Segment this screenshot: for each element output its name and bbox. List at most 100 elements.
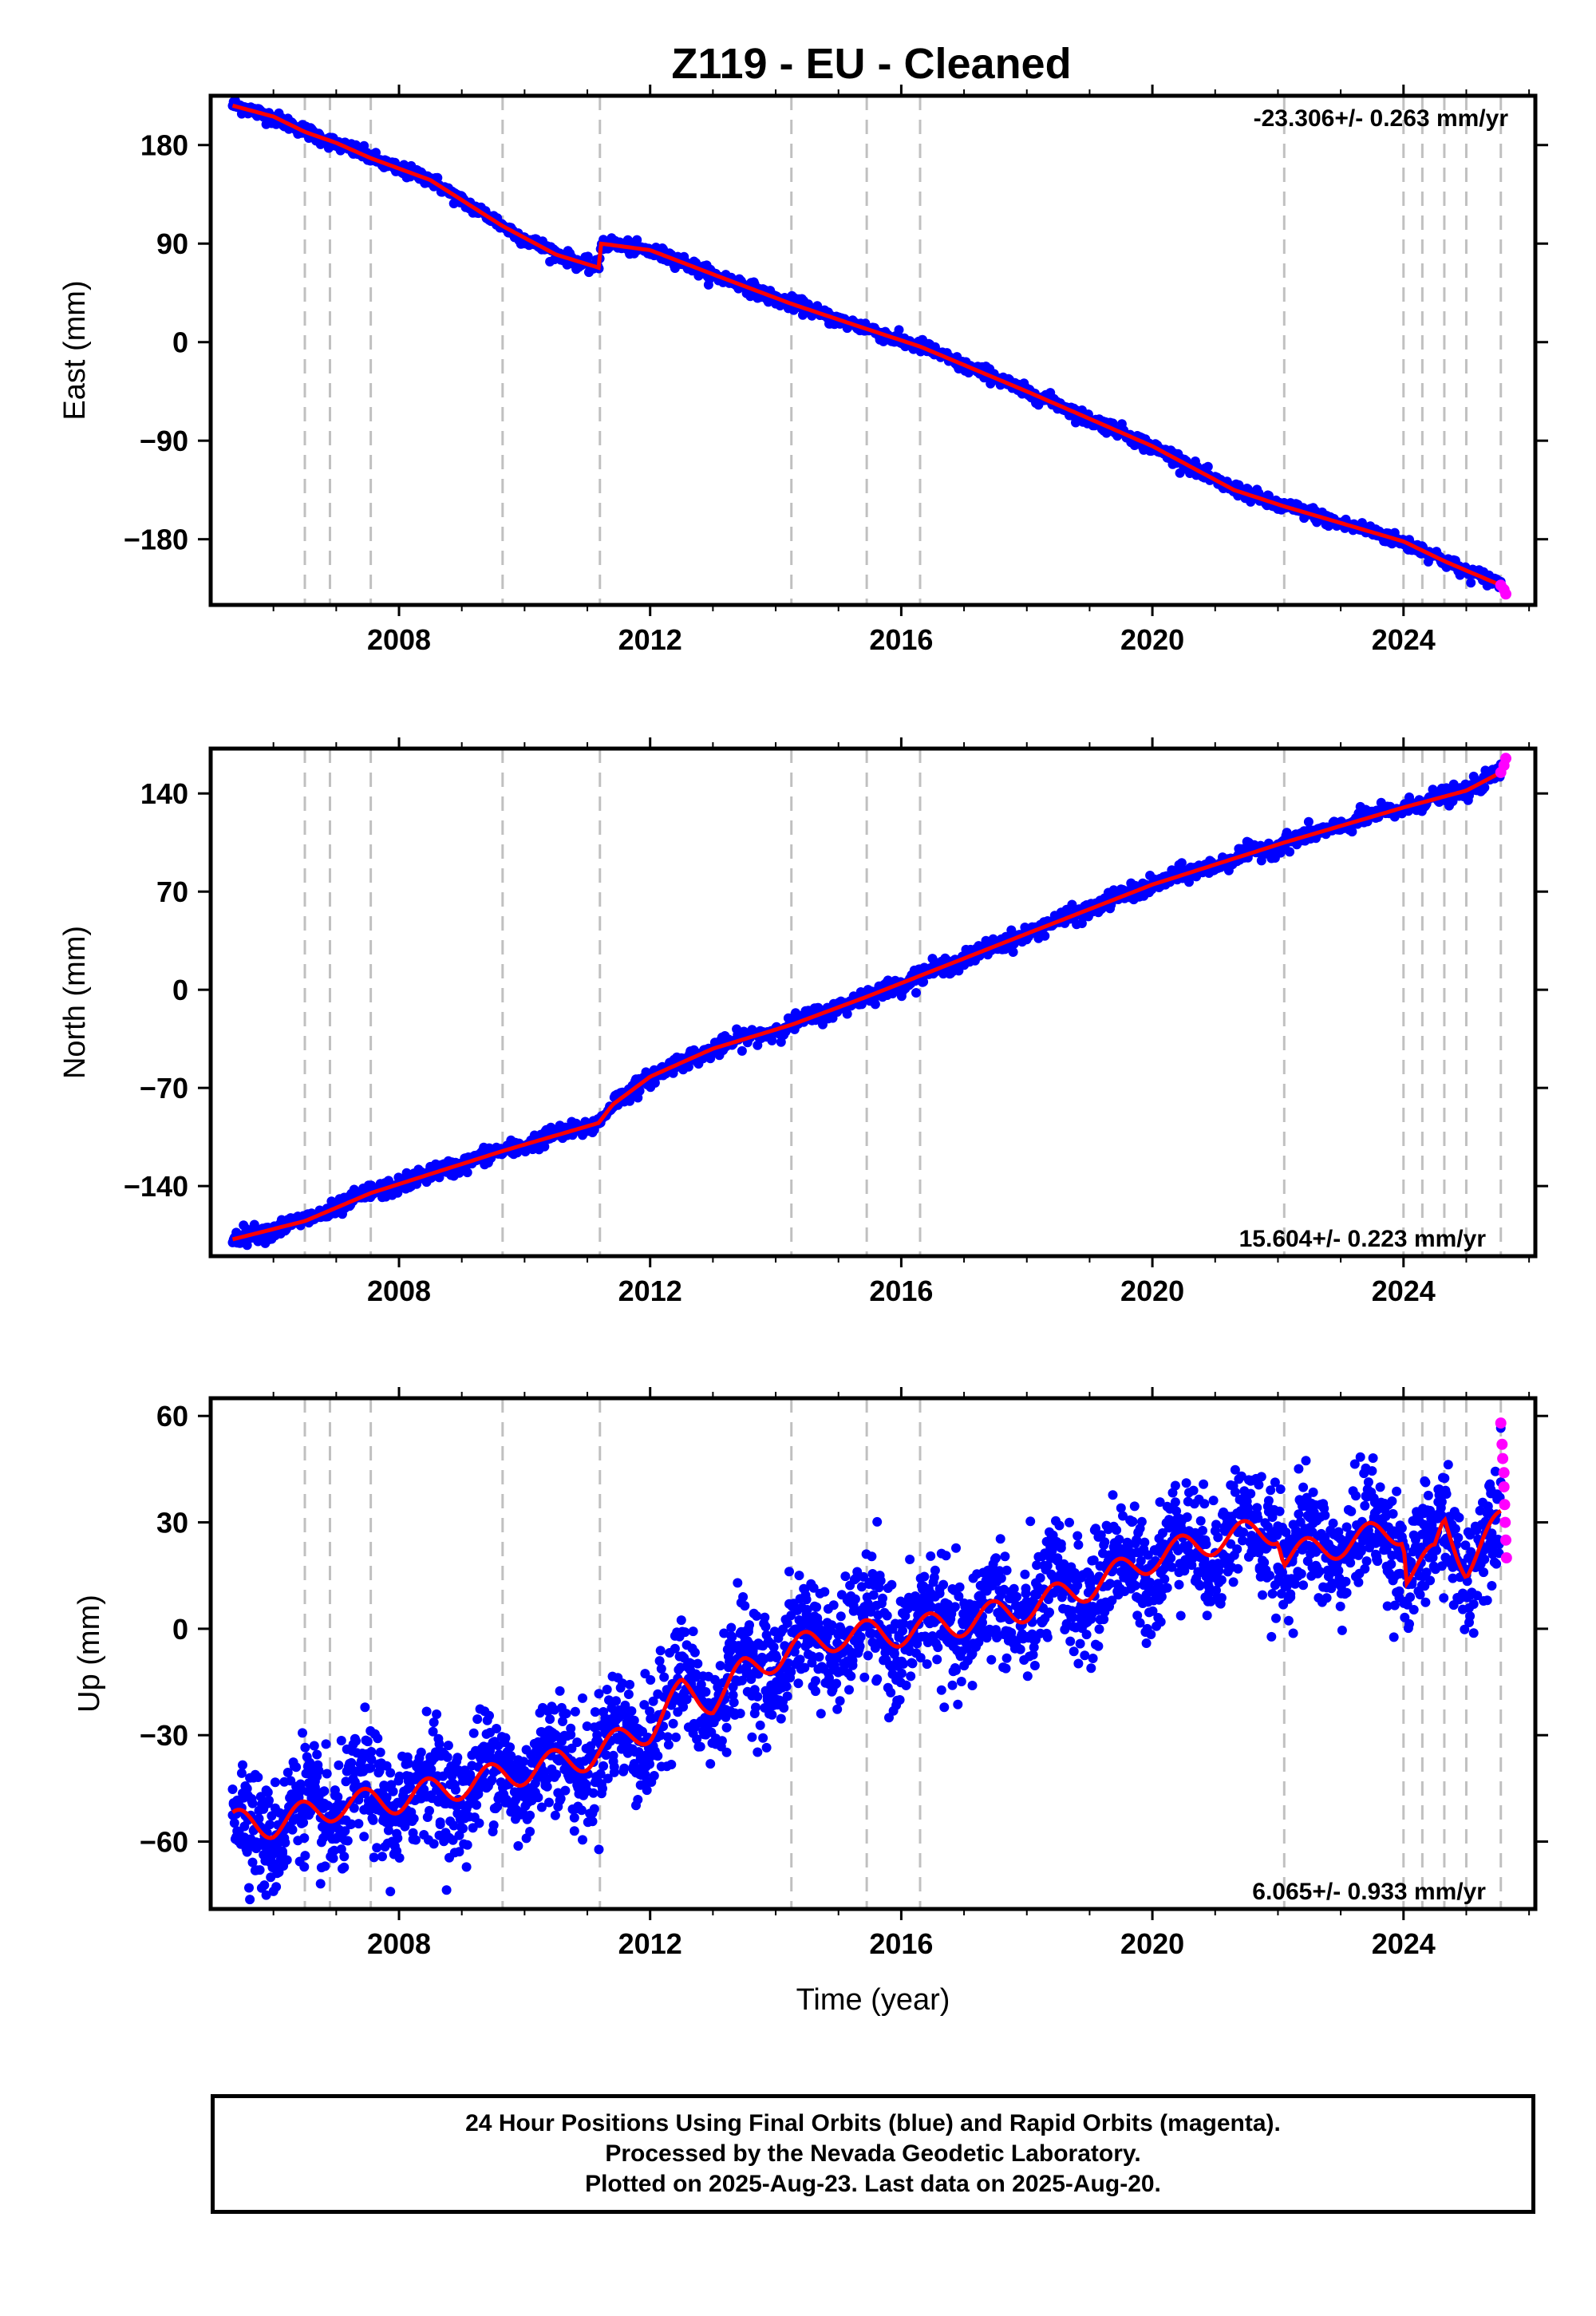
point-up (244, 1883, 254, 1893)
point-north (911, 988, 921, 998)
point-up (500, 1733, 511, 1743)
point-up (1084, 1570, 1094, 1579)
point-up (1054, 1520, 1065, 1531)
point-up (300, 1742, 310, 1753)
point-up (726, 1622, 737, 1633)
point-up (729, 1697, 739, 1708)
point-up (974, 1637, 984, 1647)
point-up (784, 1567, 794, 1577)
point-up (271, 1882, 282, 1892)
rate-label-north: 15.604+/- 0.223 mm/yr (1239, 1226, 1487, 1252)
point-north (462, 1168, 472, 1178)
point-up (867, 1551, 877, 1562)
point-up (1059, 1559, 1069, 1569)
point-up (298, 1817, 309, 1828)
point-up (1108, 1490, 1118, 1500)
x-tick-label-east-2020: 2020 (1120, 623, 1184, 656)
point-up (859, 1571, 869, 1582)
point-up (733, 1578, 743, 1588)
point-up (1029, 1661, 1040, 1670)
point-up (855, 1632, 866, 1642)
point-up (978, 1618, 987, 1628)
point-up (1093, 1641, 1104, 1651)
point-up (589, 1804, 599, 1814)
point-up (753, 1747, 763, 1757)
point-up (336, 1736, 346, 1745)
scatter-points-up (227, 1423, 1506, 1905)
point-up (745, 1620, 754, 1630)
point-up (936, 1685, 946, 1695)
point-up (309, 1741, 319, 1751)
point-up (255, 1865, 265, 1875)
x-tick-label-east-2012: 2012 (618, 623, 682, 656)
point-north (1285, 847, 1295, 857)
point-up (452, 1753, 463, 1763)
point-up (895, 1695, 905, 1705)
point-up (555, 1793, 566, 1804)
point-north (650, 1077, 660, 1088)
point-up (561, 1709, 571, 1719)
point-up (740, 1601, 750, 1611)
point-up (950, 1602, 960, 1612)
point-up (735, 1709, 745, 1718)
point-up (666, 1760, 677, 1769)
point-up (727, 1632, 737, 1642)
point-up (755, 1720, 765, 1730)
point-up (366, 1754, 377, 1765)
point-up (381, 1792, 392, 1803)
point-up (1118, 1511, 1128, 1521)
point-up (715, 1661, 725, 1671)
point-up (519, 1757, 529, 1767)
point-up (434, 1739, 444, 1749)
point-up (668, 1718, 678, 1729)
point-up (900, 1611, 911, 1621)
point-north (1040, 931, 1050, 941)
point-up (1130, 1580, 1140, 1591)
point-up (696, 1679, 706, 1690)
point-up (878, 1593, 887, 1603)
point-up (1028, 1650, 1038, 1660)
x-tick-label-north-2008: 2008 (367, 1275, 431, 1307)
point-up (595, 1769, 606, 1779)
point-up (1000, 1551, 1010, 1562)
point-up (365, 1763, 376, 1773)
point-up (346, 1819, 357, 1829)
point-up (954, 1591, 964, 1602)
point-up (994, 1566, 1005, 1576)
point-up (587, 1816, 598, 1827)
point-up (899, 1618, 909, 1629)
point-up (341, 1777, 351, 1787)
point-up (951, 1665, 961, 1675)
point-up (760, 1622, 771, 1632)
point-up (662, 1732, 673, 1742)
point-up (551, 1769, 562, 1780)
point-up (996, 1573, 1006, 1583)
point-up (1020, 1569, 1030, 1579)
point-up (804, 1638, 814, 1649)
point-up (601, 1750, 611, 1761)
x-tick-label-east-2008: 2008 (367, 623, 431, 656)
point-up (394, 1771, 405, 1781)
point-up (898, 1626, 907, 1636)
point-up (655, 1730, 666, 1741)
point-up (929, 1572, 939, 1583)
point-up (334, 1760, 344, 1770)
point-up (648, 1696, 658, 1706)
point-up (1045, 1607, 1054, 1618)
point-up (812, 1602, 822, 1612)
point-up (419, 1784, 429, 1795)
point-up (967, 1681, 978, 1690)
point-up (513, 1841, 523, 1851)
point-up (793, 1678, 804, 1689)
point-up (1009, 1583, 1019, 1594)
point-up (238, 1760, 247, 1770)
point-north (1303, 816, 1314, 827)
point-up (295, 1783, 306, 1793)
point-up (544, 1797, 554, 1808)
point-up (265, 1820, 275, 1830)
point-up (1116, 1503, 1126, 1513)
y-tick-label-east-2: 0 (172, 326, 188, 359)
point-up (934, 1588, 945, 1599)
point-up (319, 1786, 330, 1796)
point-up (254, 1813, 264, 1824)
